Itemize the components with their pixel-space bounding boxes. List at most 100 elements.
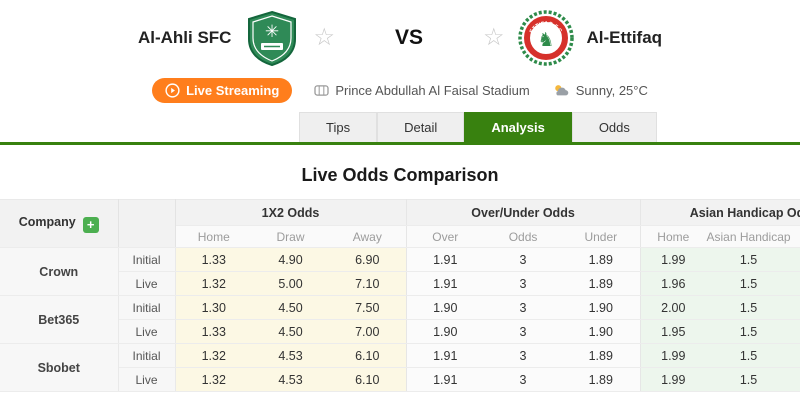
odds-cell: 1.33	[174, 319, 252, 344]
match-header: Al-Ahli SFC ✳ ☆ VS ☆ ETTIFAQ F.C. ♞	[0, 0, 800, 103]
odds-cell: 1.5	[706, 295, 792, 320]
odds-cell: 1.91	[405, 367, 485, 392]
table-row: Live 1.32 5.00 7.10 1.91 3 1.89 1.96 1.5	[0, 271, 800, 296]
play-circle-icon	[165, 82, 180, 98]
odds-table-wrap: Company + 1X2 Odds Over/Under Odds Asian …	[0, 199, 800, 392]
home-team: Al-Ahli SFC ✳ ☆	[138, 10, 335, 66]
company-header-label: Company	[18, 214, 76, 229]
odds-cell: 3	[484, 247, 563, 272]
away-team: ☆ ETTIFAQ F.C. ♞ Al-Ettifaq	[483, 10, 662, 66]
odds-cell	[791, 271, 800, 296]
group-header-asian-handicap: Asian Handicap Odds	[639, 199, 800, 226]
group-header-1x2: 1X2 Odds	[174, 199, 407, 226]
weather-info: Sunny, 25°C	[552, 83, 648, 98]
row-type-label: Initial	[118, 247, 176, 272]
sun-cloud-icon	[554, 85, 568, 96]
odds-cell: 1.89	[562, 367, 641, 392]
odds-cell: 1.90	[405, 319, 485, 344]
tab-detail[interactable]: Detail	[377, 112, 465, 142]
subheader-away: Away	[329, 225, 407, 248]
tab-analysis[interactable]: Analysis	[464, 112, 572, 142]
odds-cell: 1.90	[562, 295, 641, 320]
odds-cell: 4.53	[252, 367, 329, 392]
odds-cell: 1.95	[639, 319, 707, 344]
tab-odds[interactable]: Odds	[571, 112, 657, 142]
table-row: Crown Initial 1.33 4.90 6.90 1.91 3 1.89…	[0, 247, 800, 296]
teams-row: Al-Ahli SFC ✳ ☆ VS ☆ ETTIFAQ F.C. ♞	[0, 6, 800, 70]
odds-table: Company + 1X2 Odds Over/Under Odds Asian …	[0, 199, 800, 392]
odds-cell: 1.89	[562, 343, 641, 368]
odds-cell: 1.91	[405, 271, 485, 296]
subheader-home: Home	[174, 225, 252, 248]
subheader-over: Over	[405, 225, 485, 248]
svg-text:✳: ✳	[265, 22, 279, 41]
odds-cell	[791, 367, 800, 392]
odds-cell: 1.99	[639, 367, 707, 392]
odds-cell: 1.91	[405, 343, 485, 368]
subheader-odds: Odds	[484, 225, 563, 248]
row-type-label: Live	[118, 367, 176, 392]
odds-cell: 1.5	[706, 367, 792, 392]
odds-cell: 1.90	[562, 319, 641, 344]
odds-cell: 1.89	[562, 247, 641, 272]
odds-cell: 6.10	[329, 343, 407, 368]
odds-cell: 1.89	[562, 271, 641, 296]
analysis-content: Live Odds Comparison Company + 1X2 Odds O…	[0, 145, 800, 392]
odds-cell: 4.50	[252, 319, 329, 344]
table-row: Bet365 Initial 1.30 4.50 7.50 1.90 3 1.9…	[0, 295, 800, 344]
group-header-over-under: Over/Under Odds	[405, 199, 641, 226]
table-row: Live 1.32 4.53 6.10 1.91 3 1.89 1.99 1.5	[0, 367, 800, 392]
odds-cell	[791, 295, 800, 320]
row-type-label: Live	[118, 271, 176, 296]
row-type-header-cell	[118, 199, 176, 248]
svg-text:♞: ♞	[537, 30, 554, 51]
row-type-label: Initial	[118, 295, 176, 320]
away-favorite-star-icon[interactable]: ☆	[482, 24, 505, 51]
page-title: Live Odds Comparison	[301, 165, 499, 185]
venue-label: Prince Abdullah Al Faisal Stadium	[335, 82, 530, 98]
odds-cell: 1.32	[174, 343, 252, 368]
subheader-ah-home: Home	[639, 225, 707, 248]
odds-cell: 1.32	[174, 367, 252, 392]
weather-label: Sunny, 25°C	[575, 82, 648, 98]
odds-cell	[791, 247, 800, 272]
subheader-under: Under	[562, 225, 641, 248]
tab-bar: Tips Detail Analysis Odds	[0, 112, 800, 145]
odds-cell: 3	[484, 367, 563, 392]
match-info-row: Live Streaming Prince Abdullah Al Faisal…	[0, 77, 800, 103]
odds-cell: 3	[484, 343, 563, 368]
row-type-label: Initial	[118, 343, 176, 368]
company-name: Crown	[0, 247, 119, 296]
odds-cell: 1.91	[405, 247, 485, 272]
away-team-name: Al-Ettifaq	[586, 28, 663, 47]
home-team-name: Al-Ahli SFC	[137, 28, 232, 47]
odds-cell	[791, 343, 800, 368]
live-streaming-label: Live Streaming	[186, 82, 280, 98]
odds-cell: 3	[484, 319, 563, 344]
odds-cell: 3	[484, 295, 563, 320]
odds-cell	[791, 319, 800, 344]
subheader-ah-away	[791, 225, 800, 248]
odds-cell: 1.5	[706, 343, 792, 368]
stadium-icon	[314, 84, 329, 96]
odds-cell: 7.50	[329, 295, 407, 320]
table-subheader-row: Home Draw Away Over Odds Under Home Asia…	[0, 225, 800, 248]
odds-cell: 1.99	[639, 247, 707, 272]
odds-cell: 5.00	[252, 271, 329, 296]
venue-info: Prince Abdullah Al Faisal Stadium	[314, 82, 530, 98]
odds-cell: 3	[484, 271, 563, 296]
home-favorite-star-icon[interactable]: ☆	[313, 24, 335, 51]
odds-cell: 1.5	[706, 247, 792, 272]
add-company-plus-icon[interactable]: +	[82, 216, 99, 233]
live-streaming-button[interactable]: Live Streaming	[152, 77, 293, 103]
odds-cell: 1.30	[174, 295, 252, 320]
away-team-logo: ETTIFAQ F.C. ♞	[517, 10, 574, 66]
company-header-cell: Company +	[0, 199, 119, 248]
odds-cell: 1.90	[405, 295, 485, 320]
tab-tips[interactable]: Tips	[299, 112, 378, 142]
vs-label: VS	[394, 26, 423, 49]
odds-cell: 6.90	[329, 247, 407, 272]
odds-cell: 1.33	[174, 247, 252, 272]
odds-cell: 4.50	[252, 295, 329, 320]
row-type-label: Live	[118, 319, 176, 344]
